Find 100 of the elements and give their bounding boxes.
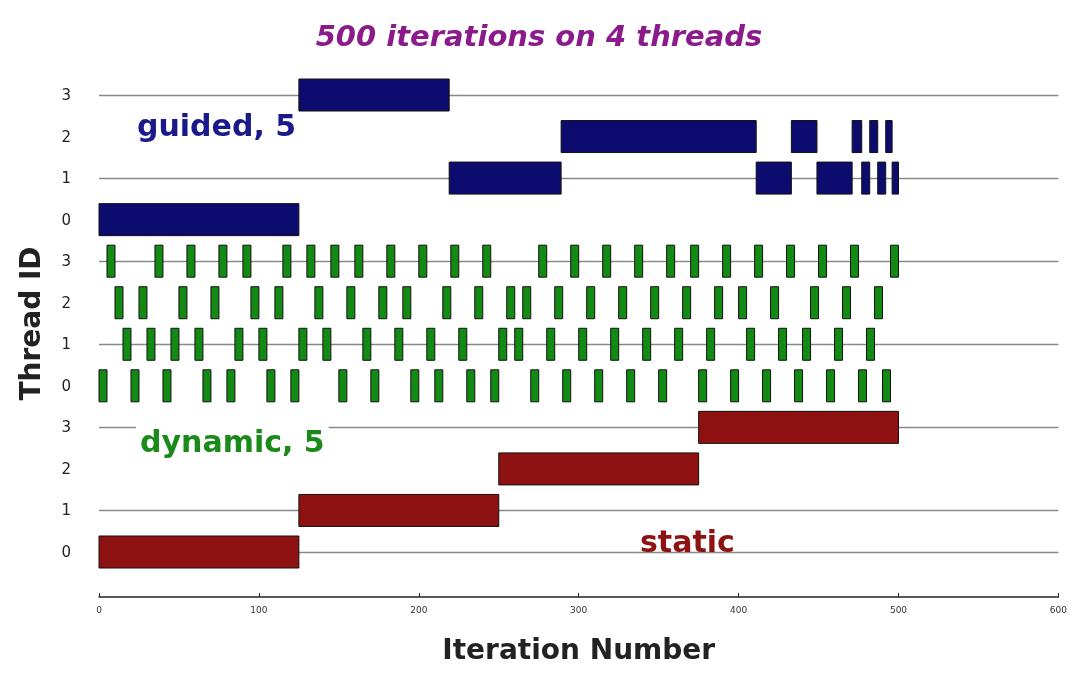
bar — [314, 286, 324, 320]
bar — [698, 369, 708, 403]
bar — [562, 369, 572, 403]
bar — [786, 244, 796, 278]
bar — [602, 244, 612, 278]
bar — [298, 78, 450, 112]
bar — [738, 286, 748, 320]
bar — [754, 244, 764, 278]
bar — [378, 286, 388, 320]
bar — [634, 244, 644, 278]
bar — [442, 286, 452, 320]
x-tick-label: 200 — [410, 604, 428, 615]
bar — [816, 161, 853, 195]
bar — [874, 286, 884, 320]
bar — [554, 286, 564, 320]
y-tick-label: 0 — [61, 210, 71, 229]
bar — [306, 244, 316, 278]
bar — [538, 244, 548, 278]
bar — [498, 327, 508, 361]
bar — [450, 244, 460, 278]
y-tick-label: 3 — [61, 86, 71, 104]
bar — [482, 244, 492, 278]
bar — [722, 244, 732, 278]
bar — [546, 327, 556, 361]
bar — [458, 327, 468, 361]
bar — [762, 369, 772, 403]
bar — [586, 286, 596, 320]
bar — [434, 369, 444, 403]
x-axis-title: Iteration Number — [442, 632, 716, 666]
bar — [426, 327, 436, 361]
bar — [130, 369, 140, 403]
bar — [642, 327, 652, 361]
bar — [498, 452, 700, 486]
bar — [851, 120, 863, 154]
bar — [170, 327, 180, 361]
bar — [146, 327, 156, 361]
bar — [114, 286, 124, 320]
bar — [106, 244, 116, 278]
y-tick-label: 1 — [61, 501, 71, 520]
bar — [690, 244, 700, 278]
x-tick-label: 300 — [570, 604, 588, 615]
bar — [877, 161, 887, 195]
bar — [818, 244, 828, 278]
bar — [410, 369, 420, 403]
bar — [682, 286, 692, 320]
bar — [755, 161, 792, 195]
bar — [666, 244, 676, 278]
bar — [346, 286, 356, 320]
bar — [258, 327, 268, 361]
x-tick-label: 600 — [1049, 604, 1068, 615]
bar — [362, 327, 372, 361]
bar — [850, 244, 860, 278]
x-tick-label: 0 — [96, 604, 103, 615]
y-tick-label: 0 — [61, 376, 71, 395]
y-tick-label: 3 — [61, 418, 71, 437]
bar — [885, 120, 893, 154]
y-tick-label: 2 — [61, 293, 71, 312]
bar — [282, 244, 292, 278]
bar — [448, 161, 562, 195]
bar — [882, 369, 892, 403]
x-tick-label: 400 — [730, 604, 748, 615]
bar — [394, 327, 404, 361]
bar — [810, 286, 820, 320]
bar — [162, 369, 172, 403]
bar — [866, 327, 876, 361]
bar — [618, 286, 628, 320]
bar — [242, 244, 252, 278]
annotation: dynamic, 5 — [140, 423, 325, 459]
bar — [594, 369, 604, 403]
bar — [338, 369, 348, 403]
bar — [698, 410, 900, 444]
bar — [322, 327, 332, 361]
bar — [522, 286, 532, 320]
bar — [861, 161, 871, 195]
bar — [274, 286, 284, 320]
chart-title: 500 iterations on 4 threads — [315, 18, 763, 53]
bar — [202, 369, 212, 403]
bar — [842, 286, 852, 320]
bar — [869, 120, 879, 154]
bar — [98, 203, 300, 237]
bar — [402, 286, 412, 320]
bar — [386, 244, 396, 278]
bar — [834, 327, 844, 361]
bar — [770, 286, 780, 320]
bar — [610, 327, 620, 361]
bar — [250, 286, 260, 320]
bar — [122, 327, 132, 361]
bar — [370, 369, 380, 403]
bar — [802, 327, 812, 361]
annotation: static — [640, 523, 735, 559]
bar — [266, 369, 276, 403]
bar — [178, 286, 188, 320]
bar — [530, 369, 540, 403]
bar — [890, 244, 900, 278]
bar — [506, 286, 516, 320]
y-tick-label: 2 — [61, 127, 71, 146]
bar — [578, 327, 588, 361]
annotation: guided, 5 — [137, 107, 297, 143]
x-tick-label: 100 — [250, 604, 268, 615]
bar — [234, 327, 244, 361]
